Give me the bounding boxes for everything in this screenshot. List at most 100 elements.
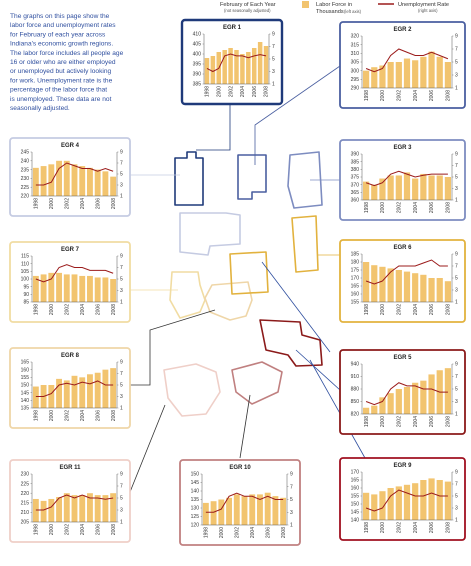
y2-tick-label: 7: [290, 484, 293, 490]
y2-tick-label: 7: [455, 163, 458, 169]
bar: [110, 279, 117, 302]
y-tick-label: 180: [351, 260, 360, 266]
bar: [63, 160, 70, 196]
rate-line: [365, 48, 449, 73]
rate-line: [365, 382, 448, 406]
bar: [379, 65, 386, 88]
y-tick-label: 105: [21, 269, 30, 275]
y-tick-label: 225: [21, 185, 30, 191]
x-tick-label: 2000: [380, 522, 386, 533]
intro-line: seasonally adjusted.: [10, 105, 70, 112]
bar: [420, 480, 427, 520]
region-6b: [229, 251, 269, 295]
y-tick-label: 370: [351, 182, 360, 188]
x-tick-label: 2006: [252, 86, 258, 97]
y2-tick-label: 9: [120, 472, 123, 478]
bar: [56, 160, 62, 196]
y2-tick-label: 1: [120, 300, 123, 306]
legend: February of Each Year (not seasonally ad…: [220, 1, 449, 15]
bar: [40, 500, 47, 522]
bar: [87, 167, 93, 196]
y2-tick-label: 9: [290, 472, 293, 478]
rate-line: [35, 162, 114, 186]
bar: [71, 495, 78, 522]
y2-tick-label: 3: [455, 506, 458, 512]
x-tick-label: 2004: [413, 304, 419, 315]
bar: [240, 54, 245, 84]
y2-tick-label: 3: [290, 510, 293, 516]
bar: [395, 486, 402, 520]
x-tick-label: 2004: [413, 416, 419, 427]
bar: [444, 481, 452, 520]
bar: [420, 380, 427, 414]
y-tick-label: 410: [193, 32, 202, 38]
y-tick-label: 165: [351, 284, 360, 290]
bar: [87, 275, 93, 302]
x-tick-label: 2008: [111, 304, 117, 315]
map: [163, 151, 323, 417]
bar: [32, 167, 39, 196]
bar: [371, 494, 378, 520]
y-tick-label: 120: [191, 523, 200, 529]
bar: [412, 273, 419, 302]
bar: [110, 368, 117, 408]
y-tick-label: 940: [351, 362, 360, 368]
rate-line: [206, 53, 267, 73]
bar: [362, 492, 370, 520]
bar: [218, 499, 225, 525]
chart-title: EGR 3: [393, 145, 412, 151]
rate-line: [365, 259, 448, 285]
region-2: [237, 154, 267, 200]
x-tick-label: 2008: [281, 527, 287, 538]
bar: [379, 397, 386, 414]
chart-frame: [9, 137, 131, 217]
bar: [48, 272, 55, 302]
y2-tick-label: 1: [455, 412, 458, 418]
x-tick-label: 2002: [397, 90, 403, 101]
y-tick-label: 110: [21, 261, 29, 267]
bar: [226, 497, 232, 525]
bar: [210, 501, 217, 525]
y-tick-label: 230: [21, 472, 30, 478]
bar: [63, 380, 70, 408]
bar: [94, 169, 101, 196]
y2-tick-label: 5: [120, 383, 123, 389]
bar: [63, 493, 70, 522]
bar: [436, 56, 443, 88]
y2-tick-label: 1: [455, 300, 458, 306]
y-tick-label: 235: [21, 167, 30, 173]
bar: [102, 171, 109, 196]
bar: [387, 268, 394, 302]
y2-tick-label: 1: [455, 86, 458, 92]
bar: [32, 386, 39, 408]
bar: [102, 369, 109, 408]
bar: [63, 274, 70, 302]
x-tick-label: 2006: [429, 416, 435, 427]
x-tick-label: 2004: [413, 90, 419, 101]
y2-tick-label: 5: [272, 57, 275, 63]
y-tick-label: 390: [351, 152, 360, 158]
region-3: [287, 151, 323, 209]
y-tick-label: 380: [351, 167, 360, 173]
bar: [428, 478, 435, 520]
x-tick-label: 2006: [95, 524, 101, 535]
intro-line: is unemployed. These data are not: [10, 96, 112, 103]
x-tick-label: 1998: [364, 304, 370, 315]
bar: [56, 497, 62, 522]
y-tick-label: 90: [23, 292, 29, 298]
y-tick-label: 125: [191, 514, 200, 520]
y-tick-label: 310: [351, 51, 360, 57]
x-tick-label: 1998: [364, 416, 370, 427]
x-tick-label: 2006: [95, 410, 101, 421]
chart-title: EGR 10: [229, 465, 251, 471]
y2-tick-label: 3: [455, 73, 458, 79]
bar: [387, 393, 394, 414]
legend-bar-swatch: [302, 1, 309, 8]
x-tick-label: 2000: [49, 198, 55, 209]
bar: [71, 164, 78, 196]
y-tick-label: 385: [351, 159, 360, 165]
bar: [379, 266, 386, 302]
y-tick-label: 140: [191, 489, 200, 495]
